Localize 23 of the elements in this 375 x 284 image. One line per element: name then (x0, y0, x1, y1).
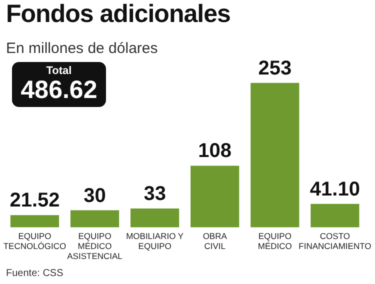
x-tick-label: COSTO FINANCIAMIENTO (298, 230, 372, 252)
bar (190, 166, 240, 228)
x-tick-label: EQUIPO MÉDICO (258, 230, 292, 252)
data-label: 21.52 (10, 190, 60, 212)
chart-subtitle: En millones de dólares (6, 40, 158, 57)
data-label: 30 (84, 184, 106, 207)
chart-title: Fondos adicionales (6, 0, 230, 29)
data-label: 253 (258, 57, 292, 80)
bar (130, 208, 180, 228)
x-tick-label: EQUIPO TECNOLÓGICO (3, 230, 67, 252)
data-label: 41.10 (310, 178, 360, 200)
x-tick-label: EQUIPO MÉDICO ASISTENCIAL (67, 230, 123, 262)
source-note: Fuente: CSS (6, 268, 64, 279)
data-label: 33 (144, 183, 166, 206)
x-tick-label: MOBILIARIO Y EQUIPO (126, 230, 184, 252)
bar (250, 82, 300, 228)
bar (10, 215, 60, 228)
text: Total (45, 65, 73, 77)
bar (70, 210, 120, 228)
bar (310, 204, 360, 228)
annotation: 486.62 (20, 76, 98, 104)
data-label: 108 (198, 140, 232, 162)
x-tick-label: OBRA CIVIL (202, 230, 228, 252)
